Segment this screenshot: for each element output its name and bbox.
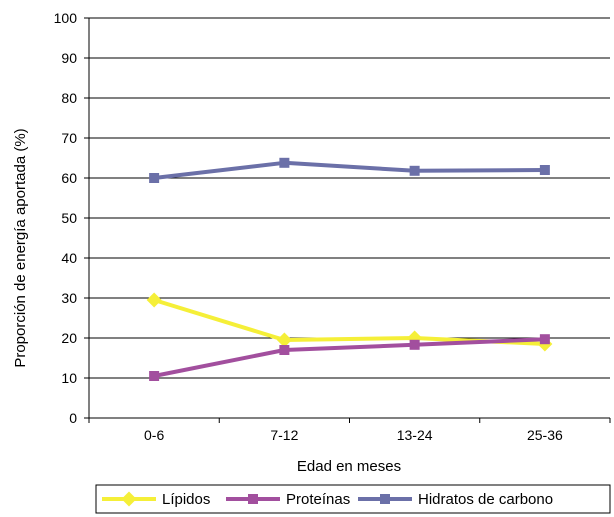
series-line xyxy=(153,337,545,378)
legend-box xyxy=(95,484,611,514)
x-tick-label: 0-6 xyxy=(144,427,164,443)
data-point xyxy=(146,292,162,308)
data-point xyxy=(409,339,420,350)
x-tick-label: 7-12 xyxy=(270,427,298,443)
series-hidratos-de-carbono xyxy=(149,157,550,183)
legend-label: Lípidos xyxy=(162,491,210,508)
series-proteínas xyxy=(149,334,550,381)
data-point xyxy=(279,157,290,168)
data-point xyxy=(539,165,550,175)
legend-label: Hidratos de carbono xyxy=(418,491,553,508)
x-tick-label: 13-24 xyxy=(397,427,433,443)
y-tick-label: 30 xyxy=(61,290,77,306)
data-point xyxy=(149,371,160,381)
x-tick-label: 25-36 xyxy=(527,427,563,443)
legend-item: Lípidos xyxy=(102,491,210,508)
data-point xyxy=(149,173,160,183)
y-tick-label: 40 xyxy=(61,250,77,266)
legend-label: Proteínas xyxy=(286,491,350,508)
legend-swatch-marker xyxy=(248,494,258,504)
data-point xyxy=(409,165,420,176)
series-group xyxy=(146,157,553,381)
legend: Lípidos Proteínas Hidratos de carbono xyxy=(95,484,611,514)
x-axis-label: Edad en meses xyxy=(297,458,401,475)
y-tick-label: 100 xyxy=(54,10,78,26)
y-axis-label: Proporción de energía aportada (%) xyxy=(12,128,29,367)
legend-swatch-marker xyxy=(121,491,137,507)
legend-swatch-marker xyxy=(380,494,390,504)
y-tick-label: 20 xyxy=(61,330,77,346)
series-line xyxy=(153,298,545,346)
y-tick-label: 70 xyxy=(61,130,77,146)
y-tick-label: 0 xyxy=(69,410,77,426)
legend-item: Hidratos de carbono xyxy=(358,491,553,508)
legend-item: Proteínas xyxy=(226,491,350,508)
data-point xyxy=(539,334,550,345)
y-tick-label: 80 xyxy=(61,90,77,106)
y-axis-ticks: 0 10 20 30 40 50 60 70 80 90 100 xyxy=(54,10,89,426)
y-tick-label: 90 xyxy=(61,50,77,66)
x-axis-ticks: 0-6 7-12 13-24 25-36 xyxy=(88,418,611,443)
series-line xyxy=(153,160,545,180)
y-tick-label: 50 xyxy=(61,210,77,226)
data-point xyxy=(279,345,290,355)
grid-lines xyxy=(89,17,610,379)
y-tick-label: 60 xyxy=(61,170,77,186)
y-tick-label: 10 xyxy=(61,370,77,386)
data-point xyxy=(276,332,292,348)
